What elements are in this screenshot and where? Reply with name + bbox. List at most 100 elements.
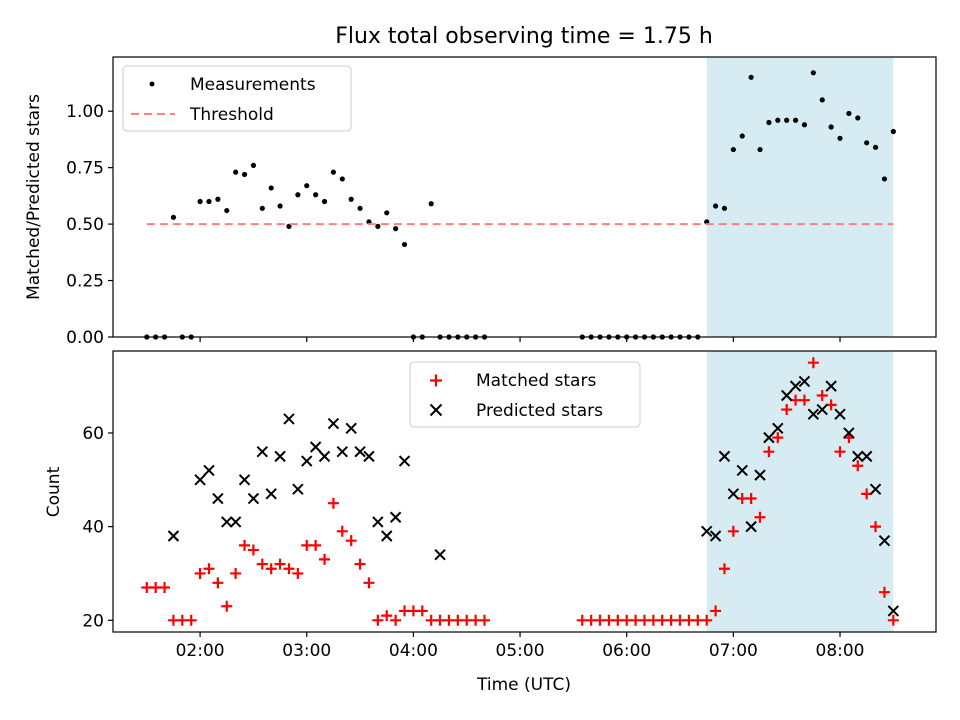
- flux-ratio-legend: Measurements Threshold: [122, 65, 352, 132]
- predicted-stars-marker: [381, 530, 393, 542]
- measurements-point: [792, 117, 799, 123]
- predicted-stars-marker: [798, 375, 811, 388]
- predicted-stars-marker: [763, 431, 775, 444]
- matched-stars-legend-marker: [430, 374, 442, 387]
- measurements-point: [810, 70, 816, 76]
- matched-stars-marker: [256, 558, 268, 570]
- predicted-stars-marker: [745, 520, 757, 533]
- measurements-point: [721, 205, 728, 211]
- measurements-point: [339, 176, 345, 182]
- measurements-point: [775, 117, 781, 123]
- measurements-point: [730, 146, 736, 153]
- predicted-stars-marker: [718, 450, 731, 463]
- matched-stars-marker: [265, 563, 277, 575]
- predicted-stars-marker: [834, 408, 846, 420]
- predicted-stars-marker: [398, 455, 411, 467]
- matched-stars-marker: [159, 582, 171, 594]
- measurements-point: [215, 196, 221, 202]
- measurements-point: [748, 74, 754, 80]
- measurements-point: [401, 241, 408, 248]
- measurements-point: [890, 128, 896, 135]
- matched-stars-marker: [870, 521, 882, 533]
- predicted-stars-marker: [700, 525, 713, 538]
- measurements-legend-label: Measurements: [190, 75, 316, 95]
- predicted-stars-marker: [274, 450, 286, 463]
- predicted-stars-marker: [878, 534, 891, 547]
- measurements-point: [881, 176, 888, 182]
- predicted-stars-marker: [327, 417, 340, 430]
- measurements-point: [739, 133, 745, 139]
- predicted-stars-marker: [843, 427, 855, 439]
- x-tick-label: 06:00: [602, 641, 651, 661]
- y-tick-label: 0.75: [66, 159, 104, 179]
- matched-stars-marker: [283, 563, 295, 575]
- matched-stars-marker: [319, 553, 331, 565]
- matched-stars-marker: [203, 563, 215, 575]
- predicted-stars-marker: [887, 605, 900, 617]
- y-tick-label: 0.00: [66, 328, 104, 348]
- measurements-point: [837, 135, 843, 141]
- predicted-stars-marker: [860, 450, 873, 463]
- x-axis-label: Time (UTC): [476, 675, 571, 695]
- y-tick-label: 0.50: [66, 215, 104, 235]
- matched-stars-marker: [239, 539, 251, 551]
- matched-stars-marker: [745, 493, 757, 505]
- measurements-point: [428, 201, 434, 207]
- matched-stars-marker: [887, 614, 899, 626]
- measurements-point: [233, 169, 239, 175]
- measurements-point: [819, 97, 825, 103]
- matched-stars-marker: [221, 600, 233, 612]
- predicted-stars-marker: [736, 464, 748, 477]
- predicted-stars-marker: [301, 455, 313, 467]
- top-chart-title: Flux total observing time = 1.75 h: [335, 24, 713, 49]
- predicted-stars-marker: [221, 516, 233, 528]
- predicted-stars-marker: [194, 474, 206, 486]
- measurements-point: [357, 205, 363, 211]
- predicted-stars-marker: [727, 488, 740, 500]
- predicted-stars-marker: [229, 516, 242, 528]
- x-tick-label: 02:00: [176, 641, 225, 661]
- star-count-y-axis-label: Count: [44, 466, 64, 517]
- matched-stars-marker: [798, 394, 810, 406]
- predicted-stars-marker: [167, 530, 180, 542]
- matched-stars-marker: [390, 614, 402, 626]
- predicted-stars-marker: [807, 408, 820, 420]
- x-tick-label: 08:00: [816, 641, 865, 661]
- measurements-point: [277, 203, 283, 209]
- matched-stars-marker: [852, 460, 864, 472]
- predicted-stars-marker: [212, 492, 224, 505]
- y-tick-label: 0.25: [66, 272, 104, 292]
- predicted-stars-marker: [372, 516, 384, 528]
- matched-stars-marker: [212, 577, 224, 589]
- predicted-stars-legend-label: Predicted stars: [476, 401, 603, 421]
- predicted-stars-marker: [203, 464, 215, 477]
- matched-stars-marker: [363, 577, 375, 589]
- measurements-point: [259, 205, 265, 211]
- predicted-stars-marker: [283, 413, 295, 425]
- measurements-point: [197, 198, 203, 205]
- matched-stars-marker: [354, 558, 366, 570]
- measurements-point: [330, 169, 337, 175]
- predicted-stars-marker: [789, 380, 802, 392]
- predicted-stars-marker: [772, 422, 784, 434]
- predicted-stars-marker: [363, 450, 375, 463]
- predicted-stars-marker: [354, 445, 366, 458]
- measurements-point: [348, 196, 354, 202]
- matched-stars-marker: [247, 544, 259, 556]
- matched-stars-marker: [372, 614, 384, 626]
- y-tick-label: 1.00: [66, 102, 104, 122]
- x-tick-label: 04:00: [389, 641, 438, 661]
- measurements-point: [170, 214, 177, 220]
- predicted-stars-marker: [434, 549, 446, 561]
- predicted-stars-marker: [247, 492, 260, 505]
- x-tick-label: 07:00: [709, 641, 758, 661]
- measurements-point: [295, 192, 301, 198]
- star-count-panel: 20 40 60 02:00 03:00 04:00 05:00 06:00 07:00 08:…: [44, 350, 937, 695]
- flux-ratio-y-axis-label: Matched/Predicted stars: [24, 94, 44, 300]
- measurements-point: [384, 210, 390, 216]
- predicted-stars-marker: [265, 488, 277, 500]
- matched-stars-marker: [781, 404, 793, 416]
- matched-stars-marker: [878, 586, 890, 598]
- measurements-point: [241, 171, 248, 178]
